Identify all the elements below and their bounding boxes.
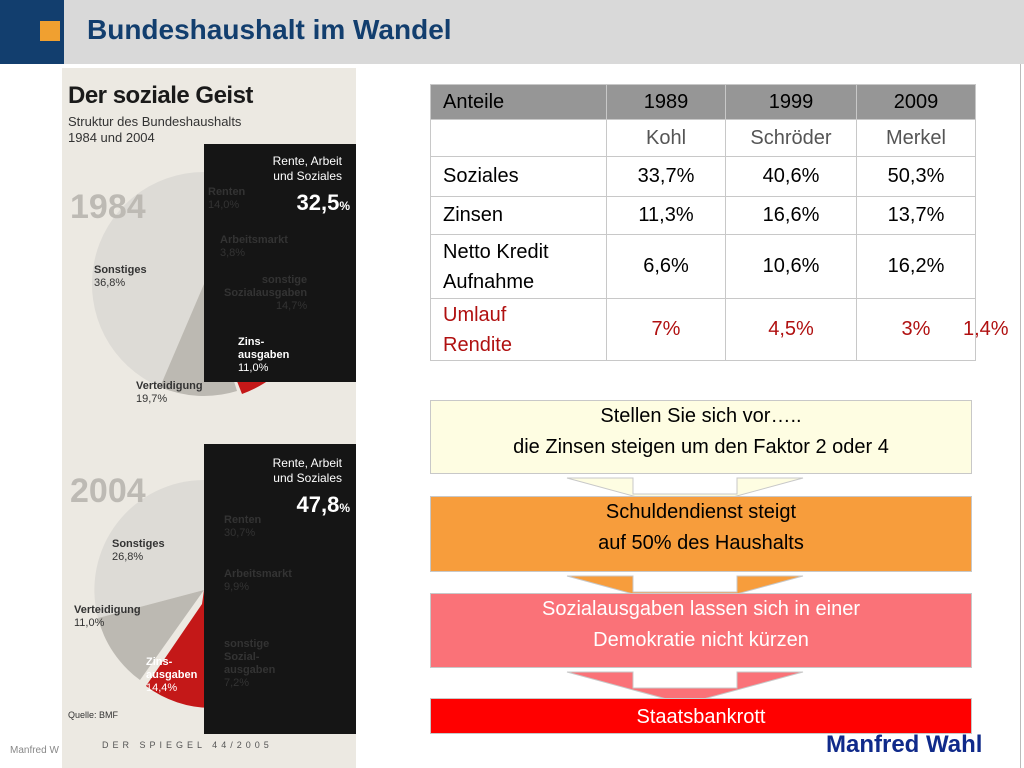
logo-square-icon [40,21,60,41]
flow-box-debt-service: Schuldendienst steigt auf 50% des Hausha… [430,496,972,572]
table-row-label: Soziales [430,156,607,197]
magazine-source: Quelle: BMF [68,710,119,720]
table-row: Umlauf Rendite 7% 4,5% 3% [430,298,976,361]
flow-box-bankruptcy: Staatsbankrott [430,698,972,734]
pie2004-sonstiges-slice [94,480,204,618]
flow-box-social-spending: Sozialausgaben lassen sich in einer Demo… [430,593,972,668]
table-cell: 13,7% [856,196,976,235]
table-row: Netto Kredit Aufnahme 6,6% 10,6% 16,2% [430,234,976,299]
chart2004-arbeitsmarkt-label: Arbeitsmarkt 9,9% [224,568,292,593]
table-cell: 16,2% [856,234,976,299]
flow-box-social-spending-line1: Sozialausgaben lassen sich in einer [542,598,860,620]
pie2004-zins-slice [146,590,212,708]
magazine-subtitle-line1: Struktur des Bundeshaushalts [68,114,242,129]
flow-box-scenario-line2: die Zinsen steigen um den Faktor 2 oder … [513,436,889,458]
footer-author-small: Manfred W [10,745,59,756]
table-cell: 50,3% [856,156,976,197]
table-header-cell: 1999 [725,84,857,120]
table-chancellor-row: Kohl Schröder Merkel [430,119,976,157]
table-row-label: Umlauf Rendite [430,298,607,361]
chart1984-year: 1984 [70,188,146,226]
chart2004-year: 2004 [70,472,146,510]
chart2004-renten-label: Renten 30,7% [224,514,262,539]
table-cell: 6,6% [606,234,726,299]
table-row: Zinsen 11,3% 16,6% 13,7% [430,196,976,235]
chart2004-sonstiges-label: Sonstiges 26,8% [112,538,165,563]
table-cell: 10,6% [725,234,857,299]
table-cell: Kohl [606,119,726,157]
chart2004-zins-label: Zins-ausgaben 14,4% [146,656,198,694]
magazine-title: Der soziale Geist [68,82,253,109]
magazine-subtitle: Struktur des Bundeshaushalts 1984 und 20… [68,114,241,146]
flow-box-scenario-line1: Stellen Sie sich vor….. [600,405,802,427]
table-header-cell: 1989 [606,84,726,120]
table-cell [430,119,607,157]
footer-author: Manfred Wahl [826,731,983,758]
flow-box-debt-service-line2: auf 50% des Haushalts [598,532,804,554]
budget-shares-table: Anteile 1989 1999 2009 Kohl Schröder Mer… [430,84,976,361]
table-header-cell: 2009 [856,84,976,120]
flow-box-social-spending-line2: Demokratie nicht kürzen [593,629,809,651]
magazine-footer: DER SPIEGEL 44/2005 [102,740,273,750]
chart1984-verteidigung-label: Verteidigung 19,7% [136,380,203,405]
flow-box-debt-service-line1: Schuldendienst steigt [605,501,797,523]
table-cell: 33,7% [606,156,726,197]
table-header-row: Anteile 1989 1999 2009 [430,84,976,120]
chart1984-zins-label: Zins-ausgaben 11,0% [238,336,290,374]
chart2004-highlight-panel: Rente, Arbeit und Soziales 47,8% [204,444,356,734]
table-cell: Merkel [856,119,976,157]
slide-title: Bundeshaushalt im Wandel [87,14,452,45]
table-cell: 4,5% [725,298,857,361]
table-header-cell: Anteile [430,84,607,120]
right-edge-rule [1020,64,1024,768]
chart2004-sonstige-sozial-label: sonstige Sozial-ausgaben 7,2% [224,638,276,689]
flow-box-scenario: Stellen Sie sich vor….. die Zinsen steig… [430,400,972,474]
magazine-subtitle-line2: 1984 und 2004 [68,130,155,145]
table-row: Soziales 33,7% 40,6% 50,3% [430,156,976,197]
table-cell: 16,6% [725,196,857,235]
logo-block [0,0,64,64]
table-cell: 40,6% [725,156,857,197]
chart2004-highlight-pct: 47,8% [296,492,351,517]
chart1984-renten-label: Renten 14,0% [208,186,246,211]
table-row-label: Netto Kredit Aufnahme [430,234,607,299]
magazine-clipping: Der soziale Geist Struktur des Bundeshau… [62,68,356,768]
chart1984-arbeitsmarkt-label: Arbeitsmarkt 3,8% [220,234,288,259]
chart2004-verteidigung-label: Verteidigung 11,0% [74,604,141,629]
chart1984-sonstiges-label: Sonstiges 36,8% [94,264,147,289]
chart1984-sonstige-sozial-label: sonstige Sozialausgaben 14,7% [224,274,308,312]
chart1984-highlight-label: Rente, Arbeit und Soziales [272,154,342,183]
table-row-label: Zinsen [430,196,607,235]
table-cell: 7% [606,298,726,361]
rendite-extra-value: 1,4% [963,318,1009,340]
chart2004-highlight-label: Rente, Arbeit und Soziales [272,456,342,485]
table-cell: 3% [856,298,976,361]
table-cell: 11,3% [606,196,726,235]
slide-header: Bundeshaushalt im Wandel [0,0,1024,64]
table-cell: Schröder [725,119,857,157]
chart1984-highlight-panel: Rente, Arbeit und Soziales 32,5% [204,144,356,382]
chart1984-highlight-pct: 32,5% [296,190,351,215]
pie1984-sonstiges-slice [91,172,204,387]
pie2004-verteidigung-slice [98,590,204,680]
